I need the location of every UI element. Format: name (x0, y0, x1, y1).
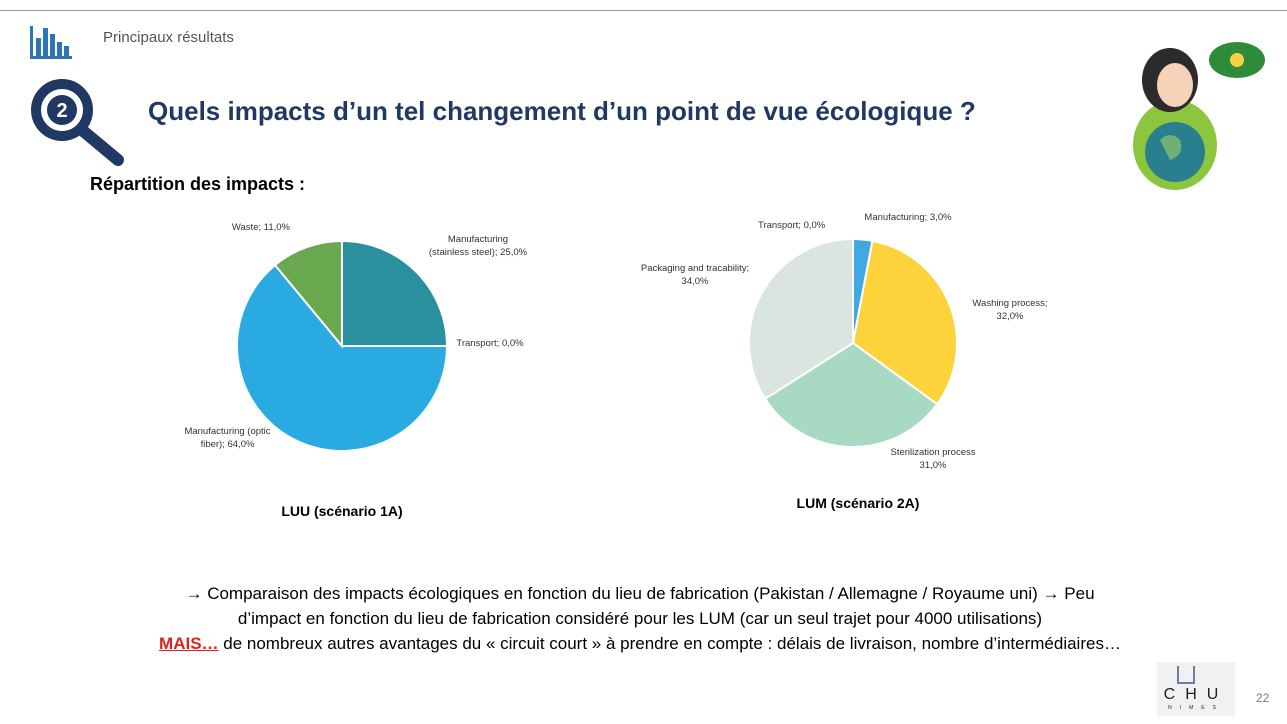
logo: CHU NIMES (1157, 662, 1235, 716)
illustration (1133, 42, 1265, 190)
logo-name: CHU (1163, 686, 1229, 703)
chart-title: LUM (scénario 2A) (796, 495, 920, 511)
pie-slice (748, 237, 854, 401)
body-text: → Comparaison des impacts écologiques en… (40, 581, 1240, 656)
pie-slice (273, 239, 343, 349)
data-label: Sterilization process 31,0% (890, 447, 976, 471)
body-line: MAIS… de nombreux autres avantages du « … (40, 631, 1240, 656)
magnifier-icon: 2 (31, 79, 124, 166)
page-number: 22 (1256, 691, 1270, 705)
logo-mark (1177, 666, 1195, 684)
section-number: 2 (56, 100, 67, 122)
data-label: Transport; 0,0% (758, 220, 826, 231)
emphasis: MAIS… (159, 634, 219, 653)
section-label: Principaux résultats (103, 29, 234, 46)
body-text-span: de nombreux autres avantages du « circui… (218, 634, 1121, 653)
data-label: Manufacturing (stainless steel); 25,0% (428, 234, 528, 258)
subtitle: Répartition des impacts : (90, 174, 306, 194)
data-label: Transport; 0,0% (456, 338, 524, 349)
top-rule (0, 10, 1287, 11)
pie-slice (341, 239, 449, 347)
body-line: → Comparaison des impacts écologiques en… (185, 584, 1095, 603)
data-label: Waste; 11,0% (231, 222, 290, 233)
pie-slice (851, 239, 958, 406)
slide-title: Quels impacts d’un tel changement d’un p… (148, 96, 976, 126)
data-label: Manufacturing (optic fiber); 64,0% (184, 426, 271, 450)
pie-slice (763, 341, 939, 448)
data-label: Packaging and tracability; 34,0% (640, 263, 750, 287)
logo-city: NIMES (1168, 705, 1224, 711)
pie-slice (236, 263, 449, 452)
data-label: Manufacturing; 3,0% (864, 212, 952, 223)
body-line: d’impact en fonction du lieu de fabricat… (237, 609, 1043, 628)
chart-title: LUU (scénario 1A) (281, 503, 403, 519)
data-label: Washing process; 32,0% (972, 298, 1048, 322)
chart-icon (30, 26, 72, 59)
